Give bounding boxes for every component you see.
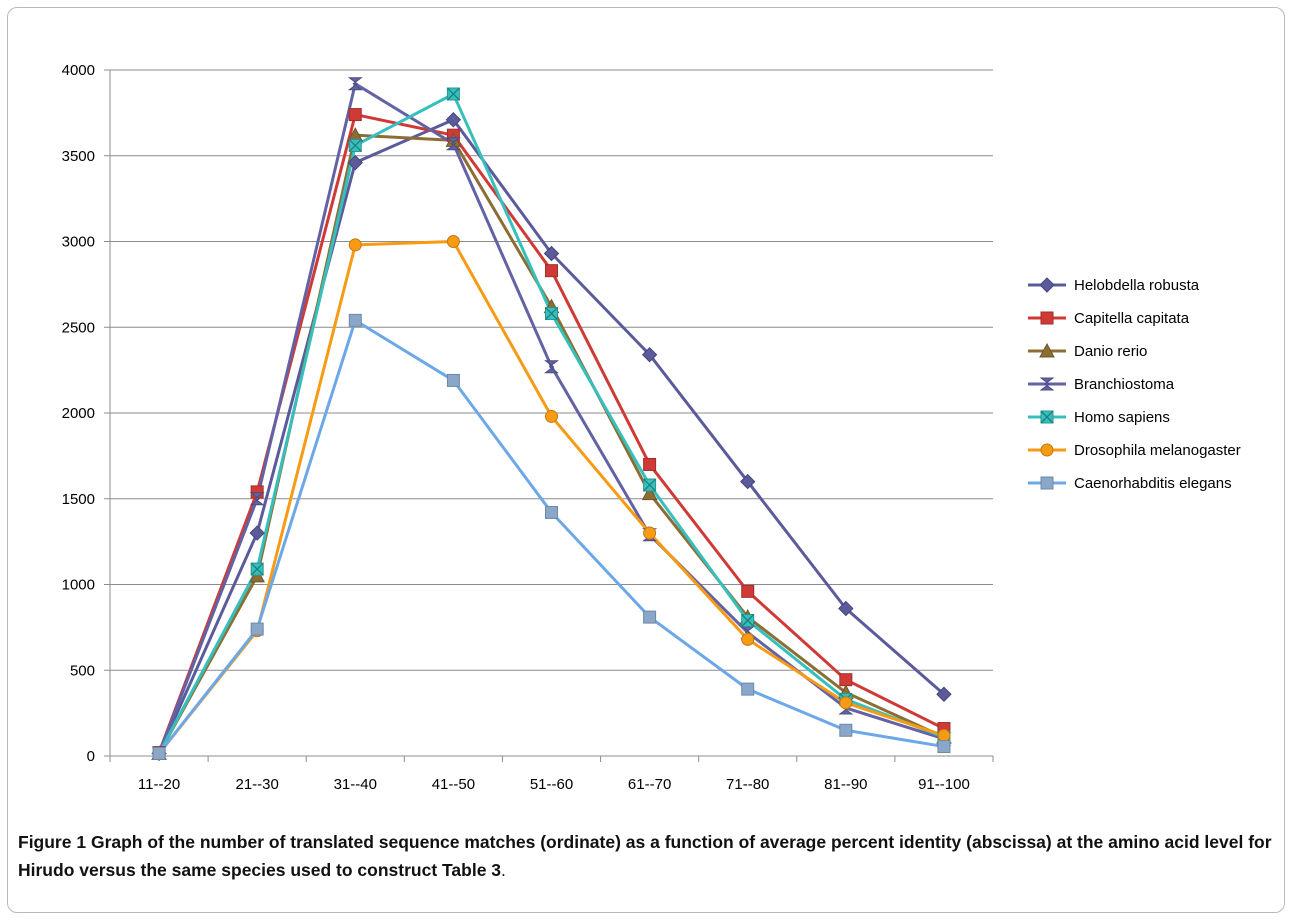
x-tick-label: 51--60: [530, 776, 573, 793]
y-tick-label: 1000: [62, 577, 95, 594]
y-tick-label: 500: [70, 662, 95, 679]
data-point-marker: [347, 77, 363, 91]
tick-labels: 0 500 1000 1500 2000 2500 3000 3500 4000 11--20 21…: [62, 62, 970, 793]
axes: [104, 69, 994, 762]
data-point-marker: [445, 137, 461, 151]
data-point-marker: [1039, 342, 1055, 358]
data-point-marker: [545, 505, 558, 519]
y-tick-label: 2500: [62, 319, 95, 336]
data-point-marker: [250, 622, 264, 636]
series-line: [157, 118, 945, 755]
data-point-marker: [446, 373, 460, 387]
marker-cross: [741, 614, 755, 627]
data-point-marker: [545, 409, 558, 423]
data-point-marker: [445, 112, 462, 128]
grid-lines: [110, 69, 993, 671]
legend-label: Branchiostoma: [1074, 376, 1175, 393]
x-tick-label: 31--40: [334, 776, 377, 793]
data-point-marker: [348, 108, 362, 122]
x-tick-label: 71--80: [726, 776, 769, 793]
data-point-marker: [937, 740, 951, 754]
data-point-marker: [544, 360, 559, 374]
marker-cross: [348, 139, 362, 152]
data-point-marker: [741, 614, 755, 628]
data-point-marker: [249, 525, 265, 541]
y-tick-label: 0: [87, 748, 95, 765]
caption-label: Figure 1: [18, 832, 87, 852]
data-point-marker: [839, 723, 853, 737]
caption-end: .: [501, 860, 506, 880]
data-point-marker: [446, 87, 460, 101]
y-tick-label: 4000: [62, 62, 95, 79]
legend-item: Caenorhabditis elegans: [1028, 475, 1232, 492]
data-point-marker: [741, 682, 755, 696]
y-tick-label: 1500: [62, 491, 95, 508]
x-tick-label: 11--20: [138, 776, 180, 793]
series-markers: [151, 77, 952, 762]
data-point-marker: [1040, 476, 1054, 490]
data-point-marker: [936, 686, 952, 702]
legend-item: Branchiostoma: [1028, 376, 1175, 393]
figure-caption: Figure 1 Graph of the number of translat…: [18, 828, 1280, 884]
data-point-marker: [641, 485, 658, 501]
data-point-marker: [250, 562, 264, 576]
legend-label: Drosophila melanogaster: [1074, 442, 1241, 459]
legend-label: Caenorhabditis elegans: [1074, 475, 1232, 492]
data-point-marker: [152, 746, 166, 760]
data-point-marker: [839, 673, 853, 687]
data-point-marker: [839, 696, 853, 710]
caption-text: Graph of the number of translated sequen…: [18, 832, 1272, 880]
x-tick-label: 91--100: [918, 776, 970, 793]
marker-cross: [250, 562, 264, 576]
data-point-marker: [543, 245, 560, 262]
data-point-marker: [838, 600, 854, 617]
legend: Helobdella robusta Capitella capitata Dani…: [1028, 277, 1241, 492]
y-tick-label: 3000: [62, 234, 95, 251]
y-tick-label: 3500: [62, 148, 95, 165]
marker-cross: [545, 307, 558, 320]
x-tick-label: 41--50: [432, 776, 475, 793]
y-tick-label: 2000: [62, 405, 95, 422]
data-point-marker: [1040, 311, 1054, 325]
data-point-marker: [249, 492, 265, 506]
data-point-marker: [643, 478, 657, 492]
legend-label: Capitella capitata: [1074, 310, 1190, 327]
data-point-marker: [348, 138, 362, 152]
x-tick-label: 21--30: [235, 776, 278, 793]
legend-item: Capitella capitata: [1028, 310, 1190, 327]
x-tick-label: 81--90: [824, 776, 867, 793]
legend-item: Danio rerio: [1028, 342, 1147, 360]
legend-label: Helobdella robusta: [1074, 277, 1200, 294]
marker-cross: [1040, 410, 1054, 424]
series-line: [157, 92, 945, 755]
legend-label: Danio rerio: [1074, 343, 1147, 360]
marker-cross: [446, 87, 460, 101]
data-point-marker: [1039, 277, 1055, 293]
data-point-marker: [1039, 377, 1055, 391]
data-point-marker: [545, 264, 558, 278]
legend-item: Homo sapiens: [1028, 409, 1170, 426]
data-point-marker: [740, 473, 756, 490]
data-point-marker: [937, 728, 951, 742]
line-chart: 0 500 1000 1500 2000 2500 3000 3500 4000 11--20 21…: [62, 62, 1241, 793]
legend-item: Helobdella robusta: [1028, 277, 1200, 294]
data-point-marker: [641, 346, 658, 363]
data-point-marker: [348, 313, 362, 327]
data-point-marker: [446, 235, 460, 248]
legend-item: Drosophila melanogaster: [1028, 442, 1241, 459]
series-line: [157, 113, 945, 754]
data-point-marker: [741, 584, 755, 598]
data-point-marker: [741, 632, 755, 646]
x-tick-label: 61--70: [628, 776, 671, 793]
data-point-marker: [643, 526, 657, 540]
data-point-marker: [348, 238, 362, 252]
data-point-marker: [545, 307, 558, 321]
data-point-marker: [1040, 443, 1054, 457]
data-point-marker: [643, 457, 657, 471]
legend-label: Homo sapiens: [1074, 409, 1170, 426]
data-point-marker: [643, 610, 657, 624]
data-point-marker: [1040, 410, 1054, 424]
data-point-marker: [347, 154, 363, 171]
marker-cross: [643, 478, 657, 492]
